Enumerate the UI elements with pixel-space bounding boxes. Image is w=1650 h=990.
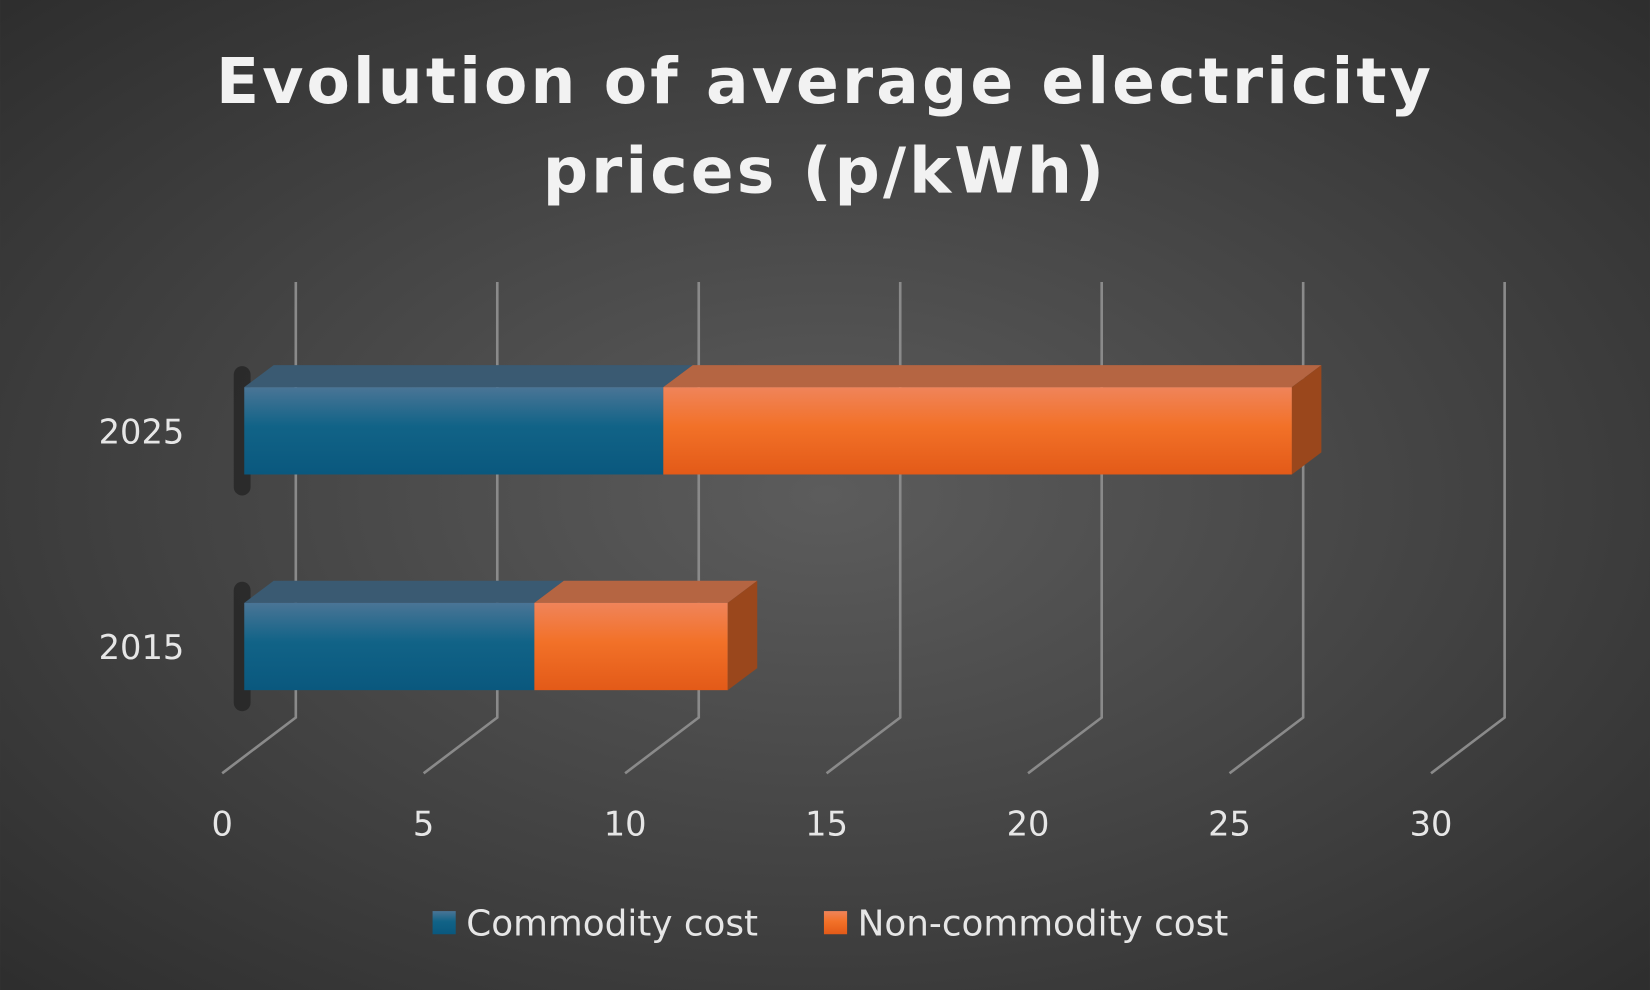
bar-top-face: [663, 365, 1322, 388]
bar-2025-non-commodity: [663, 387, 1292, 475]
x-tick-label: 25: [1208, 804, 1251, 843]
x-tick-label: 5: [413, 804, 434, 843]
bar-top-face: [244, 580, 564, 603]
x-tick-label: 30: [1410, 804, 1453, 843]
bar-side-face: [1291, 365, 1322, 475]
legend-swatch: [432, 911, 456, 935]
category-label: 2015: [99, 628, 185, 667]
bar-2025-commodity: [244, 387, 664, 475]
chart-title-line-2: prices (p/kWh): [543, 134, 1107, 208]
legend-swatch: [823, 911, 848, 935]
x-tick-label: 20: [1007, 804, 1050, 843]
x-tick-label: 10: [604, 804, 647, 843]
x-tick-label: 0: [211, 804, 232, 843]
category-label: 2025: [99, 412, 185, 451]
legend-label: Non-commodity cost: [858, 903, 1229, 944]
chart-title-line-1: Evolution of average electricity: [216, 44, 1434, 118]
x-tick-label: 15: [805, 804, 848, 843]
gridline: [1430, 281, 1506, 775]
bar-top-face: [534, 580, 758, 603]
bar-2015-non-commodity: [534, 602, 728, 691]
bar-side-face: [727, 580, 758, 691]
bar-2015-commodity: [244, 602, 535, 691]
legend-label: Commodity cost: [466, 903, 758, 944]
bar-top-face: [244, 365, 693, 388]
